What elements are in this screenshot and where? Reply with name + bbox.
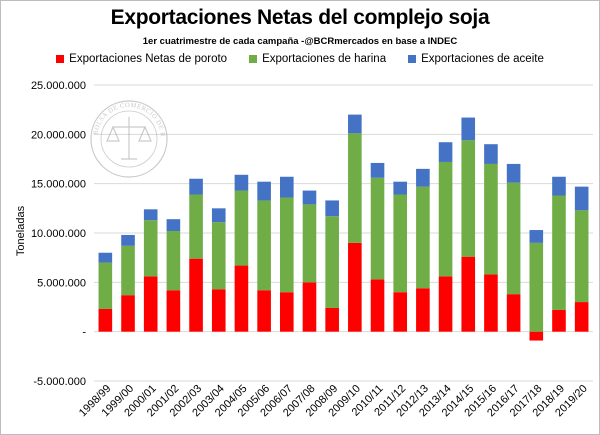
bar-segment-aceite: [98, 252, 113, 263]
y-tick-label: 20.000.000: [31, 129, 86, 141]
bar-segment-harina: [143, 220, 158, 277]
bar-segment-poroto: [302, 282, 317, 332]
bar-segment-harina: [189, 194, 203, 259]
y-tick-label: 5.000.000: [37, 277, 86, 289]
y-tick-label: -5.000.000: [33, 376, 86, 388]
bar-segment-poroto: [98, 308, 113, 332]
bar-segment-poroto: [438, 276, 453, 332]
bar-segment-poroto: [506, 294, 521, 332]
bar-segment-poroto: [121, 295, 135, 332]
bar-segment-harina: [121, 245, 135, 296]
bar-segment-harina: [574, 210, 589, 303]
bar-segment-harina: [506, 182, 521, 295]
y-tick-label: 25.000.000: [31, 80, 86, 92]
bar-segment-poroto: [484, 274, 498, 332]
bar-segment-poroto: [189, 258, 203, 332]
bar-segment-aceite: [121, 234, 135, 246]
legend-swatch-aceite: [408, 55, 417, 63]
legend-item-harina[interactable]: Exportaciones de harina: [249, 53, 386, 65]
bar-segment-aceite: [325, 200, 339, 217]
bar-segment-aceite: [234, 174, 249, 191]
bar-segment-aceite: [461, 117, 476, 141]
bar-segment-aceite: [211, 208, 226, 223]
y-tick-label: -: [82, 327, 86, 339]
bar-segment-harina: [416, 186, 430, 289]
bar-segment-harina: [529, 242, 544, 332]
legend-label-harina: Exportaciones de harina: [262, 53, 387, 65]
bar-segment-poroto: [166, 290, 181, 332]
legend-item-poroto[interactable]: Exportaciones Netas de poroto: [56, 53, 227, 65]
bar-segment-poroto: [552, 309, 566, 332]
chart-title: Exportaciones Netas del complejo soja: [110, 6, 490, 29]
bar-segment-harina: [211, 222, 226, 290]
bar-segment-harina: [325, 216, 339, 308]
bar-segment-aceite: [257, 181, 271, 201]
bar-segment-poroto: [325, 307, 339, 332]
bar-segment-aceite: [189, 178, 203, 195]
bar-segment-harina: [279, 197, 294, 293]
bar-segment-aceite: [484, 144, 498, 164]
bar-segment-aceite: [348, 114, 362, 134]
y-tick-labels: -5.000.000-5.000.00010.000.00015.000.000…: [31, 80, 86, 388]
bar-segment-harina: [484, 163, 498, 275]
y-axis-label: Toneladas: [15, 205, 27, 256]
bar-segment-poroto: [461, 256, 476, 332]
bar-segment-harina: [302, 204, 317, 283]
bar-segment-poroto: [348, 242, 362, 332]
bar-segment-aceite: [529, 230, 544, 243]
bar-segment-harina: [438, 161, 453, 277]
bar-segment-aceite: [302, 190, 317, 205]
bar-segment-harina: [257, 200, 271, 291]
bar-segment-aceite: [574, 186, 589, 211]
bar-segment-harina: [348, 133, 362, 243]
bar-segment-poroto: [393, 292, 408, 332]
bar-segment-aceite: [393, 181, 408, 195]
bar-segment-aceite: [143, 209, 158, 221]
chart-legend: Exportaciones Netas de poroto Exportacio…: [1, 53, 599, 65]
y-tick-label: 15.000.000: [31, 179, 86, 191]
bar-segment-aceite: [370, 162, 385, 178]
legend-swatch-poroto: [56, 55, 65, 63]
bar-segment-aceite: [279, 176, 294, 198]
bar-segment-poroto: [370, 279, 385, 332]
legend-label-poroto: Exportaciones Netas de poroto: [69, 53, 228, 65]
bar-segment-poroto: [416, 288, 430, 332]
bar-segment-poroto: [257, 290, 271, 332]
bar-segment-harina: [393, 194, 408, 293]
legend-swatch-harina: [249, 55, 258, 63]
x-tick-labels: 1998/991999/002000/012001/022002/032003/…: [77, 383, 590, 420]
chart-subtitle: 1er cuatrimestre de cada campaña -@BCRme…: [142, 36, 458, 47]
bar-segment-poroto: [234, 265, 249, 332]
bars: [98, 114, 589, 341]
watermark-text: BOLSA DE COMERCIO DE ROSARIO: [1, 1, 166, 138]
bar-segment-harina: [370, 177, 385, 280]
bar-segment-aceite: [416, 168, 430, 187]
bar-segment-poroto: [143, 276, 158, 332]
bar-segment-aceite: [166, 219, 181, 232]
bar-segment-aceite: [552, 176, 566, 196]
bar-segment-harina: [552, 195, 566, 310]
y-tick-label: 10.000.000: [31, 228, 86, 240]
legend-label-aceite: Exportaciones de aceite: [421, 53, 544, 65]
bar-segment-poroto: [574, 302, 589, 332]
bar-segment-harina: [461, 140, 476, 257]
bar-segment-aceite: [438, 142, 453, 162]
bar-segment-harina: [166, 231, 181, 291]
bar-segment-aceite: [506, 163, 521, 183]
bar-segment-poroto: [279, 292, 294, 332]
bar-segment-harina: [98, 262, 113, 309]
bar-segment-harina: [234, 190, 249, 266]
bar-segment-poroto: [211, 289, 226, 332]
bar-segment-poroto: [529, 331, 544, 341]
legend-item-aceite[interactable]: Exportaciones de aceite: [408, 53, 544, 65]
